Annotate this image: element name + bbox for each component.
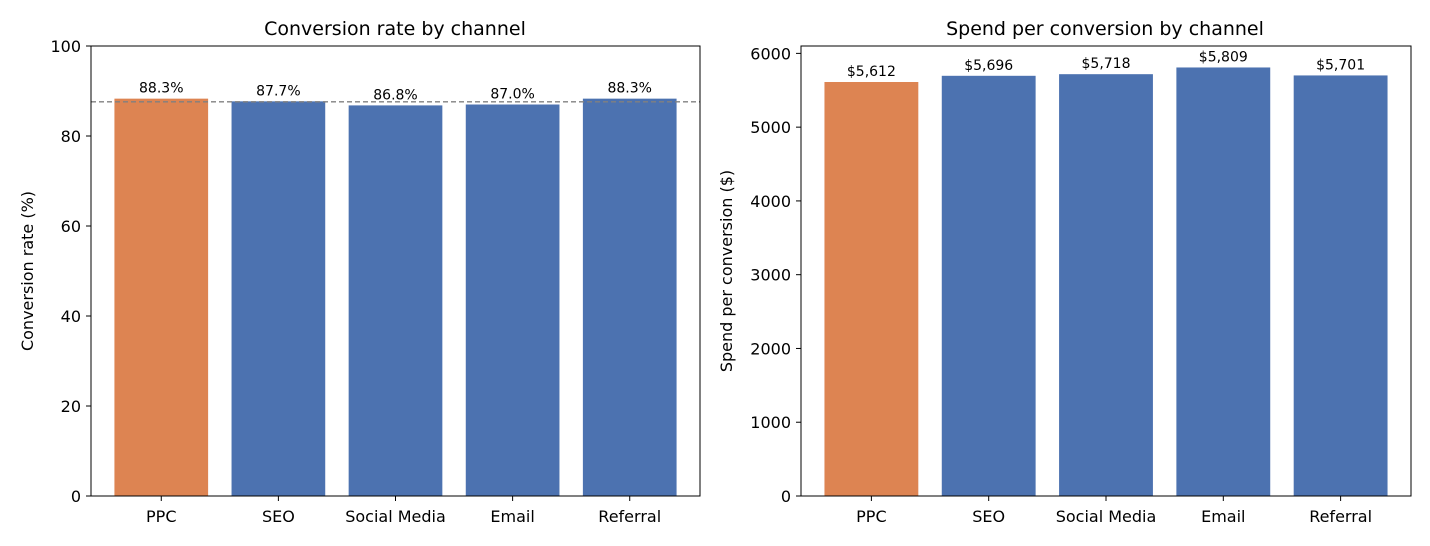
x-tick-label: PPC — [146, 507, 176, 526]
y-tick-label: 0 — [781, 487, 791, 506]
y-tick-label: 60 — [61, 217, 81, 236]
y-tick-label: 1000 — [750, 413, 791, 432]
y-tick-label: 0 — [71, 487, 81, 506]
x-tick-label: Email — [1201, 507, 1245, 526]
data-label: 86.8% — [373, 87, 417, 103]
x-tick-label: Email — [490, 507, 534, 526]
y-tick-label: 20 — [61, 397, 81, 416]
bar-ppc — [114, 98, 209, 497]
bar-ppc — [824, 82, 919, 496]
bar-social-media — [1059, 74, 1153, 496]
data-label: $5,718 — [1082, 56, 1131, 72]
bar-email — [1176, 67, 1271, 496]
bar-referral — [582, 98, 677, 497]
data-label: 87.7% — [256, 83, 300, 99]
data-label: 87.0% — [490, 87, 534, 103]
y-tick-label: 3000 — [750, 266, 791, 285]
x-tick-label: PPC — [856, 507, 886, 526]
y-tick-label: 4000 — [750, 192, 791, 211]
y-tick-label: 2000 — [750, 339, 791, 358]
y-tick-label: 80 — [61, 127, 81, 146]
bar-social-media — [348, 105, 443, 497]
x-tick-label: Social Media — [345, 507, 446, 526]
data-label: 88.3% — [607, 81, 651, 97]
bar-seo — [941, 75, 1036, 496]
y-tick-label: 5000 — [750, 118, 791, 137]
bar-seo — [231, 101, 326, 496]
plot-frame — [90, 45, 701, 497]
bar-referral — [1293, 75, 1388, 497]
x-tick-label: Social Media — [1056, 507, 1157, 526]
plot-area: $5,612 PPC $5,696 SEO $5,718 Social Media $5,8… — [750, 44, 1412, 526]
conversion-rate-chart: Conversion rate by channel Conversion ra… — [18, 18, 701, 526]
y-tick-label: 100 — [50, 37, 81, 56]
bar-email — [465, 104, 560, 496]
x-tick-label: Referral — [598, 507, 661, 526]
chart-title: Spend per conversion by channel — [946, 18, 1264, 40]
data-label: $5,612 — [847, 64, 896, 80]
x-tick-label: SEO — [972, 507, 1005, 526]
data-label: $5,696 — [964, 58, 1013, 74]
plot-area: 88.3% PPC 87.7% SEO 86.8% Social Media 87.0% Em… — [50, 37, 701, 526]
data-label: $5,701 — [1316, 57, 1365, 73]
chart-title: Conversion rate by channel — [264, 18, 526, 40]
spend-per-conversion-chart: Spend per conversion by channel Spend pe… — [717, 18, 1412, 526]
x-tick-label: SEO — [262, 507, 295, 526]
y-tick-label: 6000 — [750, 44, 791, 63]
y-tick-label: 40 — [61, 307, 81, 326]
data-label: $5,809 — [1199, 49, 1248, 65]
plot-frame — [800, 45, 1412, 497]
y-axis-label: Conversion rate (%) — [18, 191, 37, 351]
y-axis-label: Spend per conversion ($) — [717, 170, 736, 372]
x-tick-label: Referral — [1309, 507, 1372, 526]
data-label: 88.3% — [139, 81, 183, 97]
